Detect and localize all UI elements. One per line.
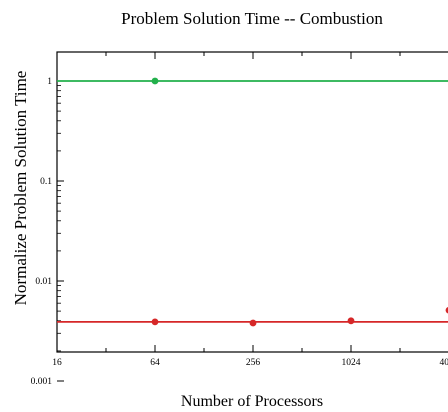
series-1-point — [151, 318, 159, 326]
x-tick-label: 16 — [52, 358, 62, 368]
y-tick-label: 0.1 — [40, 177, 52, 187]
series-1-point — [347, 317, 355, 325]
series-0-point — [151, 77, 159, 85]
x-tick-label: 64 — [150, 358, 160, 368]
y-tick-label: 0.001 — [31, 377, 53, 387]
x-tick-label: 256 — [246, 358, 261, 368]
y-tick-label: 0.01 — [35, 277, 52, 287]
x-axis-label: Number of Processors — [181, 393, 323, 410]
y-axis-label: Normalize Problem Solution Time — [11, 71, 30, 306]
plot-area: 16 64 256 1024 4096 0.001 0.01 0.1 1 — [31, 51, 448, 387]
series-1-point — [249, 319, 257, 327]
x-tick-label: 1024 — [342, 358, 361, 368]
chart-title: Problem Solution Time -- Combustion — [121, 9, 383, 28]
y-tick-label: 1 — [47, 77, 52, 87]
series-1-point — [445, 306, 448, 314]
x-tick-label: 4096 — [440, 358, 448, 368]
plot-frame — [56, 51, 448, 353]
